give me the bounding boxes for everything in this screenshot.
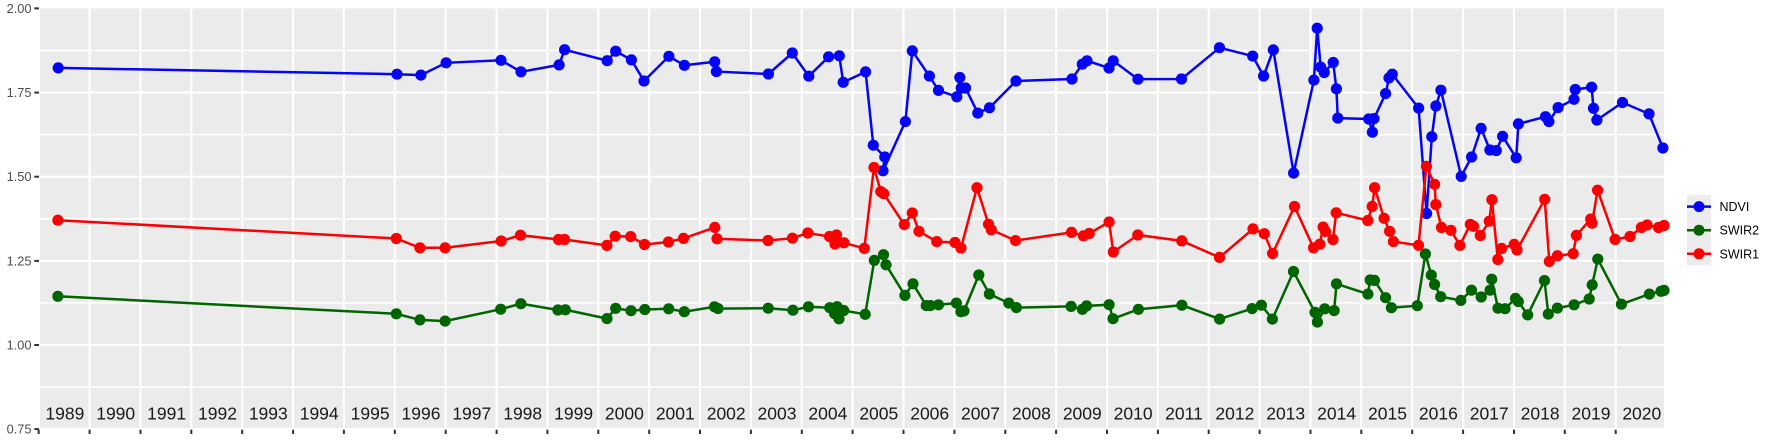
- svg-text:SWIR1: SWIR1: [1720, 247, 1760, 261]
- svg-text:1995: 1995: [351, 404, 390, 424]
- svg-text:1.00: 1.00: [7, 338, 32, 353]
- svg-text:2017: 2017: [1470, 404, 1509, 424]
- svg-text:2.00: 2.00: [7, 1, 32, 16]
- svg-text:2019: 2019: [1572, 404, 1611, 424]
- svg-text:1997: 1997: [452, 404, 491, 424]
- svg-text:2012: 2012: [1215, 404, 1254, 424]
- svg-text:2000: 2000: [605, 404, 644, 424]
- svg-text:1999: 1999: [554, 404, 593, 424]
- svg-text:1989: 1989: [45, 404, 84, 424]
- svg-text:SWIR2: SWIR2: [1720, 224, 1760, 238]
- svg-text:2010: 2010: [1114, 404, 1153, 424]
- svg-text:1.25: 1.25: [7, 253, 32, 268]
- svg-text:1998: 1998: [503, 404, 542, 424]
- svg-text:2001: 2001: [656, 404, 695, 424]
- svg-text:2020: 2020: [1622, 404, 1661, 424]
- svg-text:NDVI: NDVI: [1720, 200, 1750, 214]
- svg-text:2016: 2016: [1419, 404, 1458, 424]
- svg-text:2011: 2011: [1165, 404, 1203, 424]
- svg-text:2018: 2018: [1521, 404, 1560, 424]
- svg-text:1990: 1990: [96, 404, 135, 424]
- svg-text:1991: 1991: [147, 404, 186, 424]
- svg-text:1996: 1996: [402, 404, 441, 424]
- svg-text:2003: 2003: [758, 404, 797, 424]
- svg-text:1992: 1992: [198, 404, 237, 424]
- svg-text:2002: 2002: [707, 404, 746, 424]
- svg-text:2008: 2008: [1012, 404, 1051, 424]
- svg-text:1993: 1993: [249, 404, 288, 424]
- svg-text:2015: 2015: [1368, 404, 1407, 424]
- svg-text:2007: 2007: [961, 404, 1000, 424]
- svg-text:0.75: 0.75: [7, 422, 32, 437]
- svg-text:2013: 2013: [1266, 404, 1305, 424]
- svg-text:1.75: 1.75: [7, 85, 32, 100]
- svg-text:2009: 2009: [1063, 404, 1102, 424]
- svg-text:2014: 2014: [1317, 404, 1356, 424]
- svg-text:2005: 2005: [859, 404, 898, 424]
- svg-text:1.50: 1.50: [7, 169, 32, 184]
- svg-text:2006: 2006: [910, 404, 949, 424]
- svg-text:2004: 2004: [808, 404, 847, 424]
- svg-text:1994: 1994: [300, 404, 339, 424]
